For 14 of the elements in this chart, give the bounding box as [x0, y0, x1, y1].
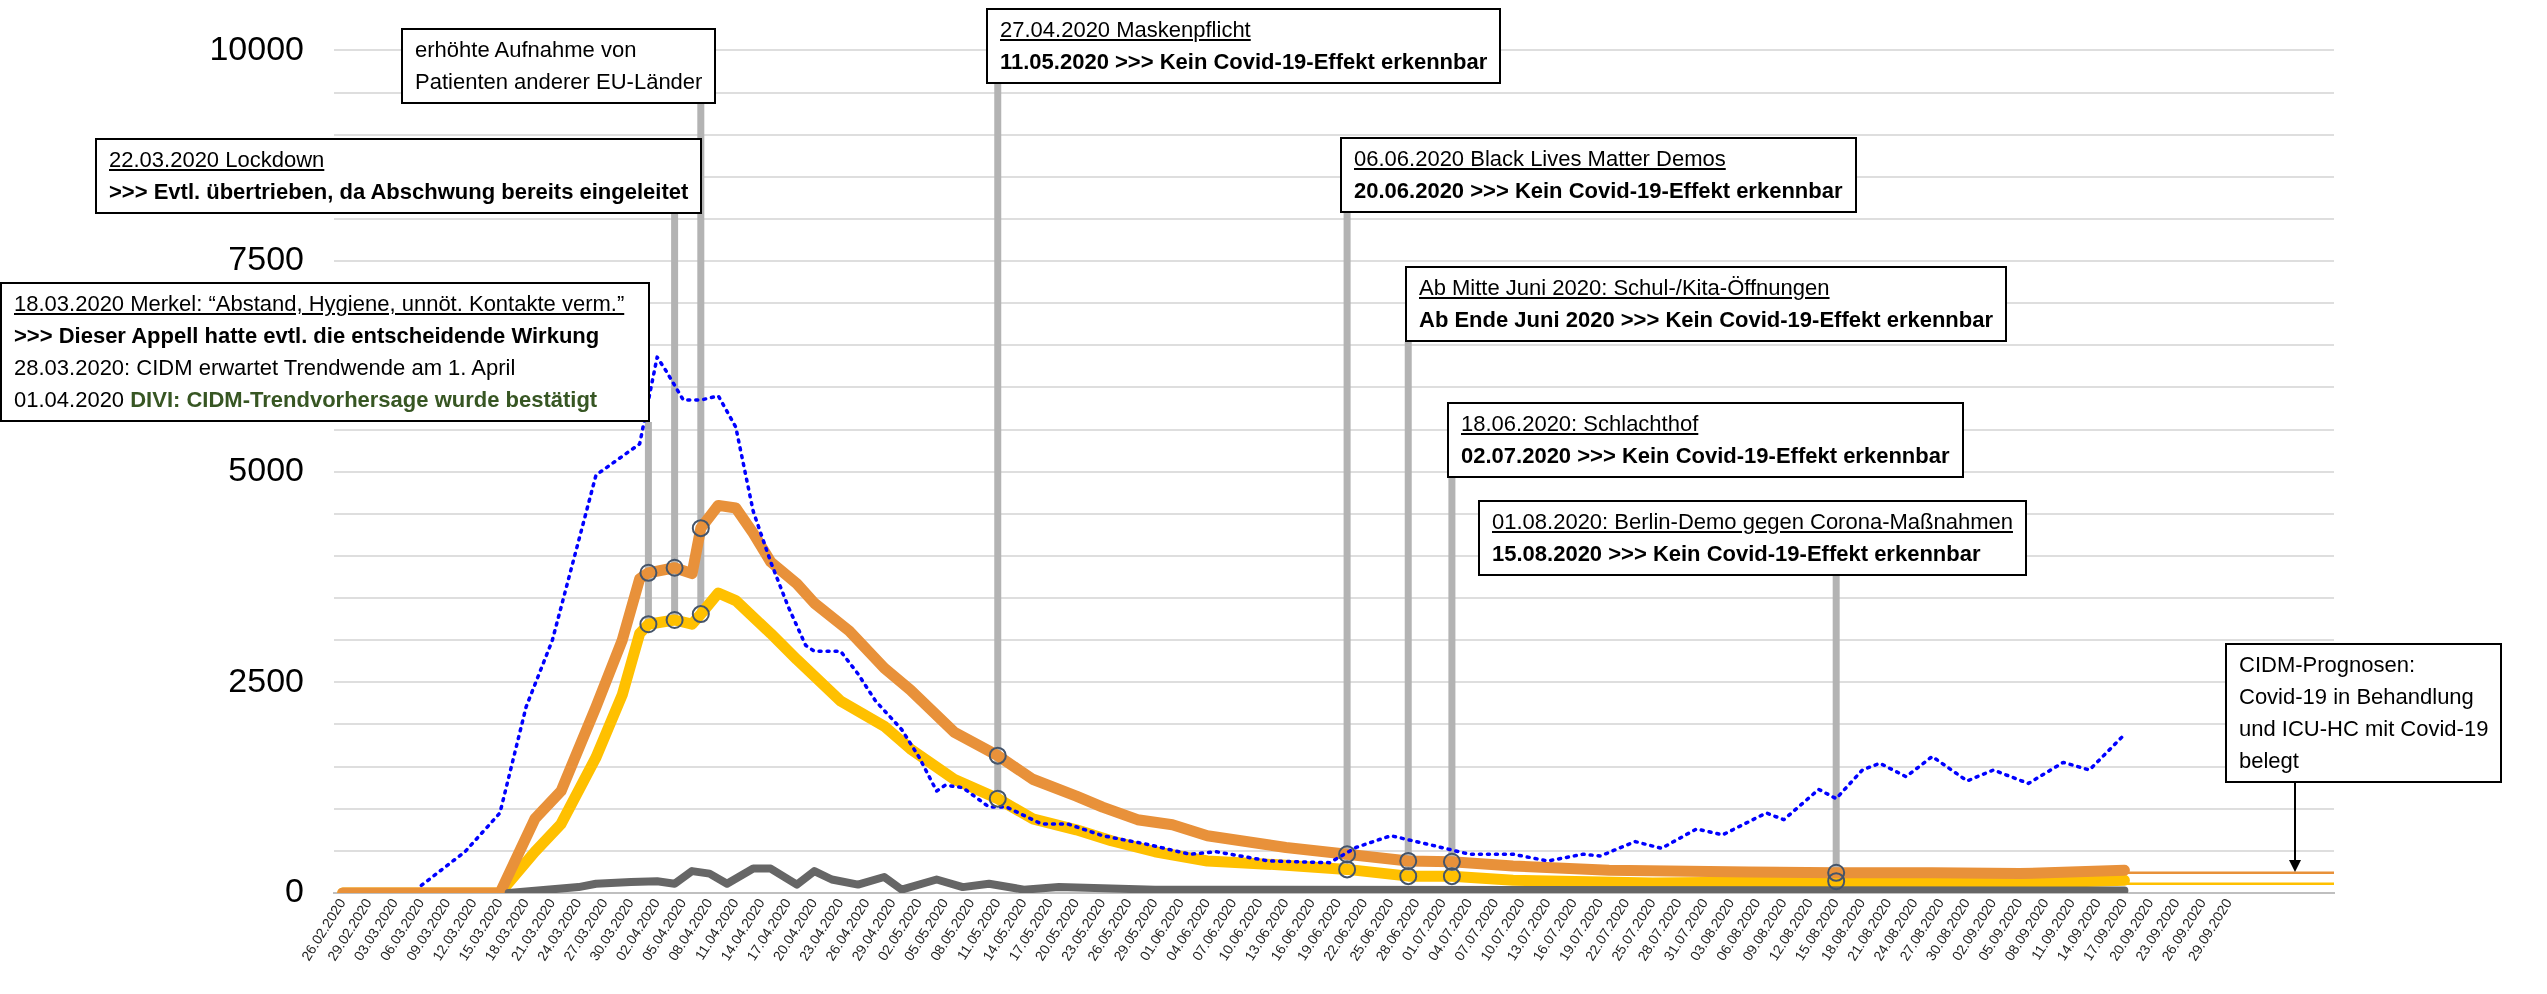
- y-tick-label: 10000: [209, 28, 304, 67]
- annotation: Ab Mitte Juni 2020: Schul-/Kita-Öffnungen Ab Ende Juni 2020 >>> Kein Covid-19-Effekt erkennbar: [1419, 275, 1994, 332]
- annotation: 22.03.2020 Lockdown >>> Evtl. übertrieben, da Abschwung bereits eingeleitet: [109, 147, 689, 204]
- annotation: erhöhte Aufnahme von Patienten anderer EU-Länder: [415, 37, 703, 94]
- annotation: 18.03.2020 Merkel: “Abstand, Hygiene, unnöt. Kontakte verm.” >>> Dieser Appell hatte evtl. die entscheidende Wirkung 28.03.2020: CIDM erwartet Trendwende am 1. April 01.04.2020 DIVI: CIDM-Trendvorhersage wurde bestätigt: [14, 291, 625, 412]
- annotation: 18.06.2020: Schlachthof 02.07.2020 >>> Kein Covid-19-Effekt erkennbar: [1461, 411, 1950, 468]
- y-tick-label: 2500: [228, 660, 304, 699]
- y-tick-label: 7500: [228, 239, 304, 278]
- annotation: 06.06.2020 Black Lives Matter Demos 20.06.2020 >>> Kein Covid-19-Effekt erkennbar: [1354, 146, 1843, 203]
- annotation: 27.04.2020 Maskenpflicht 11.05.2020 >>> Kein Covid-19-Effekt erkennbar: [1000, 17, 1488, 74]
- y-tick-label: 0: [285, 871, 304, 910]
- annotation: 01.08.2020: Berlin-Demo gegen Corona-Maßnahmen 15.08.2020 >>> Kein Covid-19-Effekt erkennbar: [1492, 509, 2013, 566]
- annotation: CIDM-Prognosen: Covid-19 in Behandlung und ICU-HC mit Covid-19 belegt: [2239, 652, 2489, 773]
- y-tick-label: 5000: [228, 450, 304, 489]
